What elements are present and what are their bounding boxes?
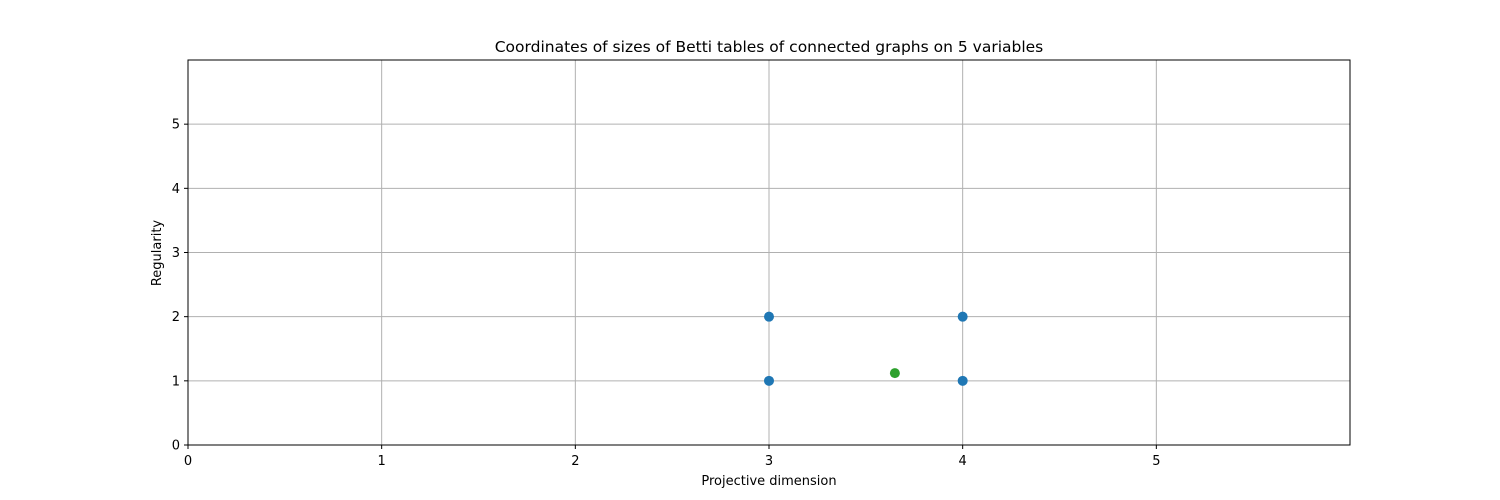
grid xyxy=(187,60,1350,446)
plot-frame xyxy=(187,59,1351,446)
y-tick-label: 3 xyxy=(172,246,180,261)
y-tick-label: 1 xyxy=(172,374,180,389)
x-tick-label: 4 xyxy=(959,454,967,469)
x-tick-label: 5 xyxy=(1152,454,1160,469)
x-tick-label: 3 xyxy=(765,454,773,469)
y-tick-label: 4 xyxy=(172,182,180,197)
y-tick-label: 0 xyxy=(172,439,180,454)
data-points xyxy=(764,311,968,386)
x-tick-label: 0 xyxy=(184,454,192,469)
data-point xyxy=(764,311,774,322)
ticks: 0 1 2 3 4 5 0 1 2 3 4 5 xyxy=(172,118,1161,469)
data-point xyxy=(889,368,900,379)
x-tick-label: 2 xyxy=(571,454,579,469)
data-point xyxy=(957,375,968,386)
x-axis-label: Projective dimension xyxy=(701,474,836,489)
y-tick-label: 5 xyxy=(172,118,180,133)
chart-title: Coordinates of sizes of Betti tables of … xyxy=(495,38,1044,56)
y-axis-label: Regularity xyxy=(150,220,165,287)
data-point xyxy=(957,311,968,322)
x-tick-label: 1 xyxy=(378,454,386,469)
y-tick-label: 2 xyxy=(172,310,180,325)
data-point xyxy=(764,375,774,386)
